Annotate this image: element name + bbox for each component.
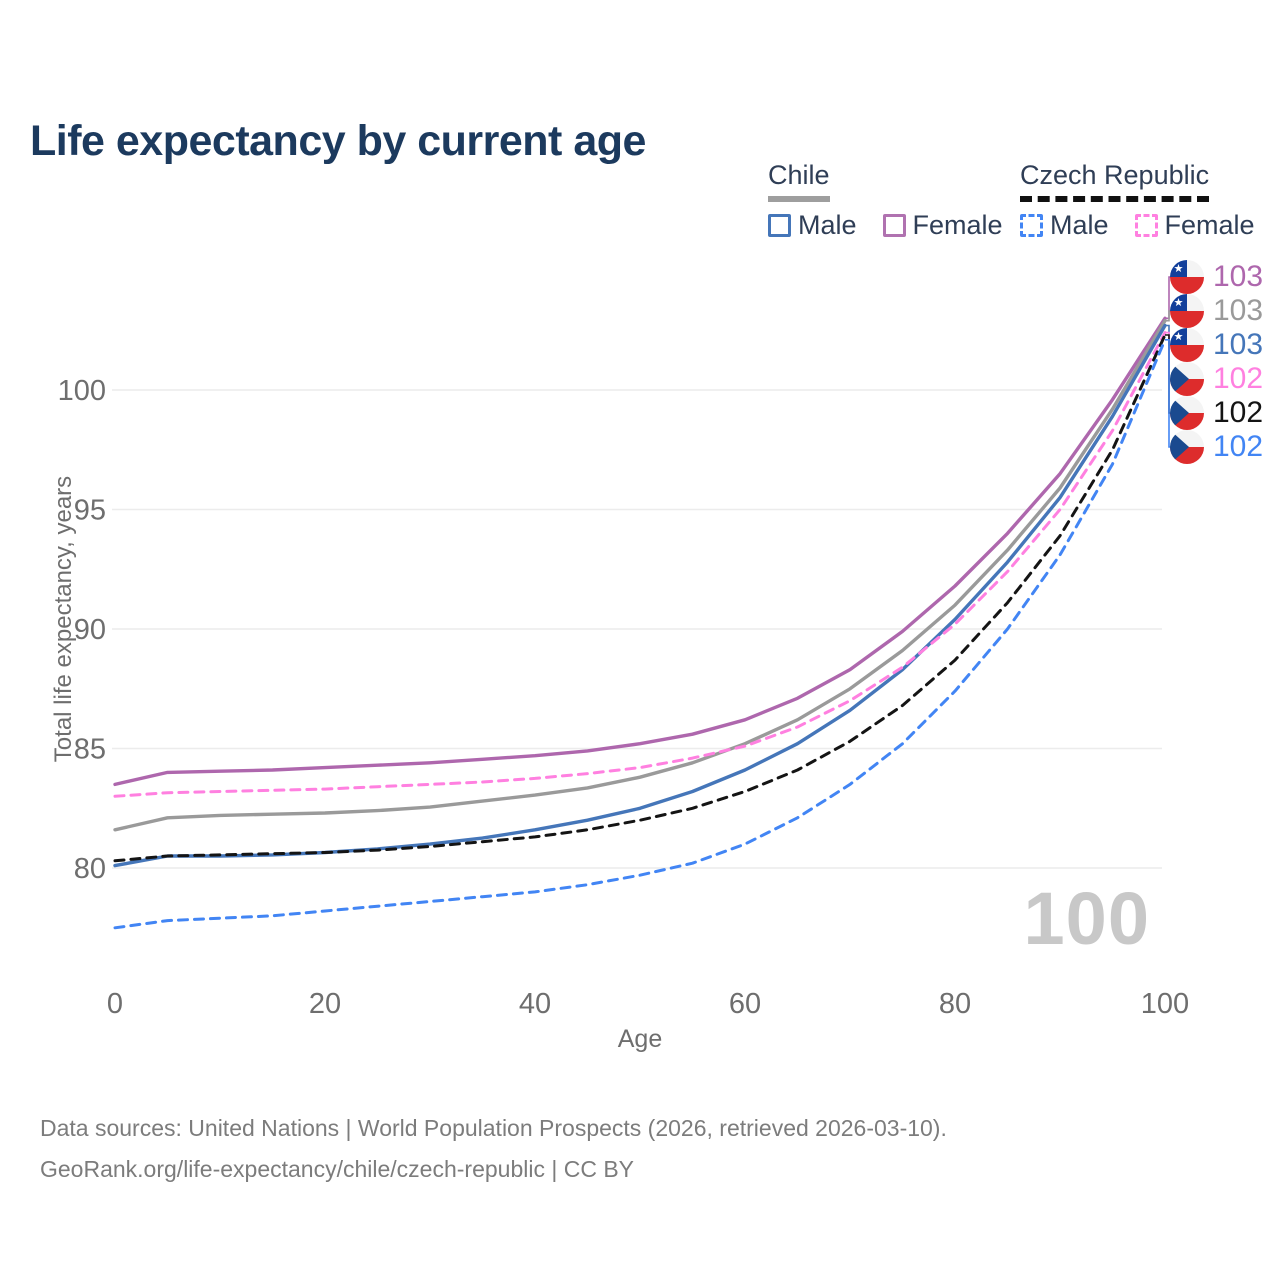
chile-male-swatch-icon [768,214,791,237]
series-line-czech-republic-total [113,333,1167,863]
series-line-chile-female [113,316,1167,787]
end-label-value: 103 [1213,260,1264,293]
x-tick-label: 40 [519,988,551,1020]
legend-group-chile: Chile Male Female [768,160,1003,241]
end-label-row: 102 [1170,430,1263,464]
czech-flag-icon [1170,396,1204,430]
series-line-czech-republic-female [113,331,1167,798]
legend-item-label: Male [798,210,857,240]
x-axis-title: Age [617,1025,663,1053]
end-label-value: 103 [1213,328,1264,361]
x-tick-label: 80 [939,988,971,1020]
x-tick-label: 20 [309,988,341,1020]
end-label-value: 102 [1213,396,1264,429]
legend-heading-chile[interactable]: Chile [768,160,830,202]
y-axis-title: Total life expectancy, years [50,475,77,763]
y-tick-label: 90 [74,614,106,646]
czech-flag-icon [1170,362,1204,396]
legend-item-czech-male[interactable]: Male [1020,210,1109,241]
footer: Data sources: United Nations | World Pop… [40,1108,947,1190]
x-tick-label: 0 [107,988,123,1020]
end-label-row: 103 [1170,328,1263,362]
x-tick-label: 60 [729,988,761,1020]
age-watermark: 100 [1023,877,1150,960]
legend-heading-czech-republic[interactable]: Czech Republic [1020,160,1210,202]
y-tick-label: 95 [74,495,106,527]
chile-flag-icon [1170,328,1204,362]
series-line-chile-total [113,319,1167,832]
page-title: Life expectancy by current age [30,116,646,165]
legend-item-label: Female [1164,210,1255,240]
czech-male-swatch-icon [1020,214,1043,237]
legend-item-label: Female [912,210,1003,240]
legend-item-chile-male[interactable]: Male [768,210,857,241]
y-tick-label: 100 [58,375,106,407]
end-label-row: 102 [1170,396,1263,430]
legend-item-label: Male [1050,210,1109,240]
series-line-chile-male [113,323,1167,868]
legend-item-czech-female[interactable]: Female [1134,210,1255,241]
end-label-value: 103 [1213,294,1264,327]
chile-female-swatch-icon [882,214,906,237]
y-tick-label: 80 [74,853,106,885]
end-label-value: 102 [1213,362,1264,395]
y-tick-label: 85 [74,734,106,766]
legend-group-czech-republic: Czech Republic Male Female [1020,160,1255,241]
footer-link-line: GeoRank.org/life-expectancy/chile/czech-… [40,1156,635,1182]
end-label-row: 103 [1170,294,1263,328]
x-tick-label: 100 [1141,988,1189,1020]
end-label-row: 103 [1170,260,1263,294]
footer-source-line: Data sources: United Nations | World Pop… [40,1115,947,1141]
chile-flag-icon [1170,260,1204,294]
legend-item-chile-female[interactable]: Female [882,210,1003,241]
end-label-value: 102 [1213,430,1264,463]
czech-female-swatch-icon [1134,214,1158,237]
series-line-czech-republic-male [113,338,1167,930]
end-label-row: 102 [1170,362,1263,396]
chile-flag-icon [1170,294,1204,328]
czech-flag-icon [1170,430,1204,464]
